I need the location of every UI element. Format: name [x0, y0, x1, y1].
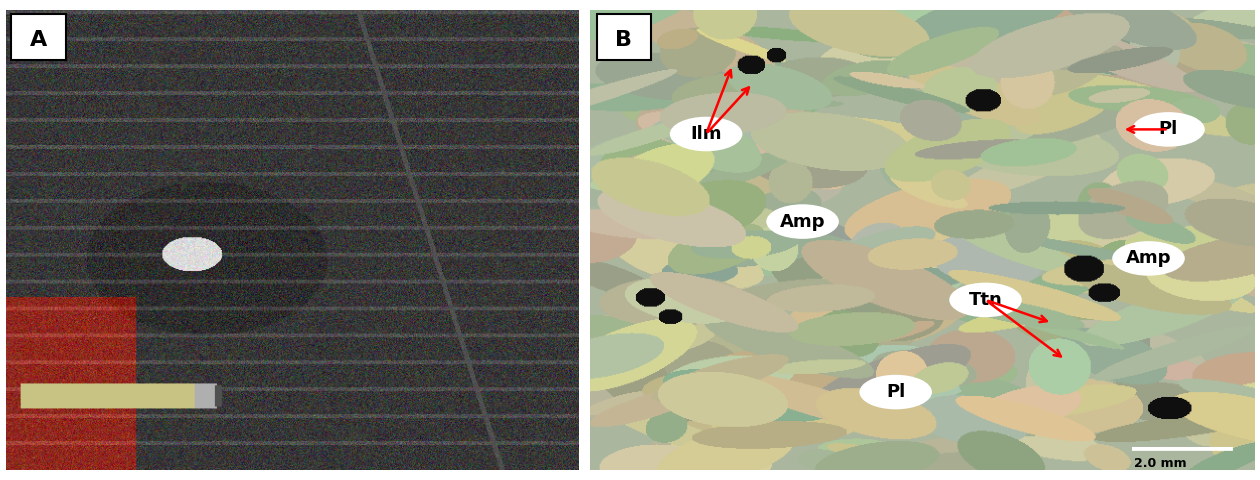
Text: Pl: Pl [1159, 120, 1178, 138]
Ellipse shape [766, 204, 839, 239]
FancyBboxPatch shape [597, 14, 651, 60]
Text: Amp: Amp [780, 213, 825, 230]
Text: A: A [30, 30, 47, 50]
Text: Ttn: Ttn [969, 291, 1003, 309]
Ellipse shape [1133, 112, 1205, 147]
Ellipse shape [859, 375, 932, 409]
Ellipse shape [949, 283, 1022, 317]
FancyBboxPatch shape [11, 14, 66, 60]
Text: Pl: Pl [886, 383, 906, 401]
Text: 2.0 mm: 2.0 mm [1134, 457, 1187, 470]
Text: B: B [615, 30, 633, 50]
Text: Ilm: Ilm [690, 125, 722, 143]
Ellipse shape [670, 117, 742, 151]
Text: Amp: Amp [1125, 250, 1172, 267]
Ellipse shape [1113, 241, 1184, 276]
